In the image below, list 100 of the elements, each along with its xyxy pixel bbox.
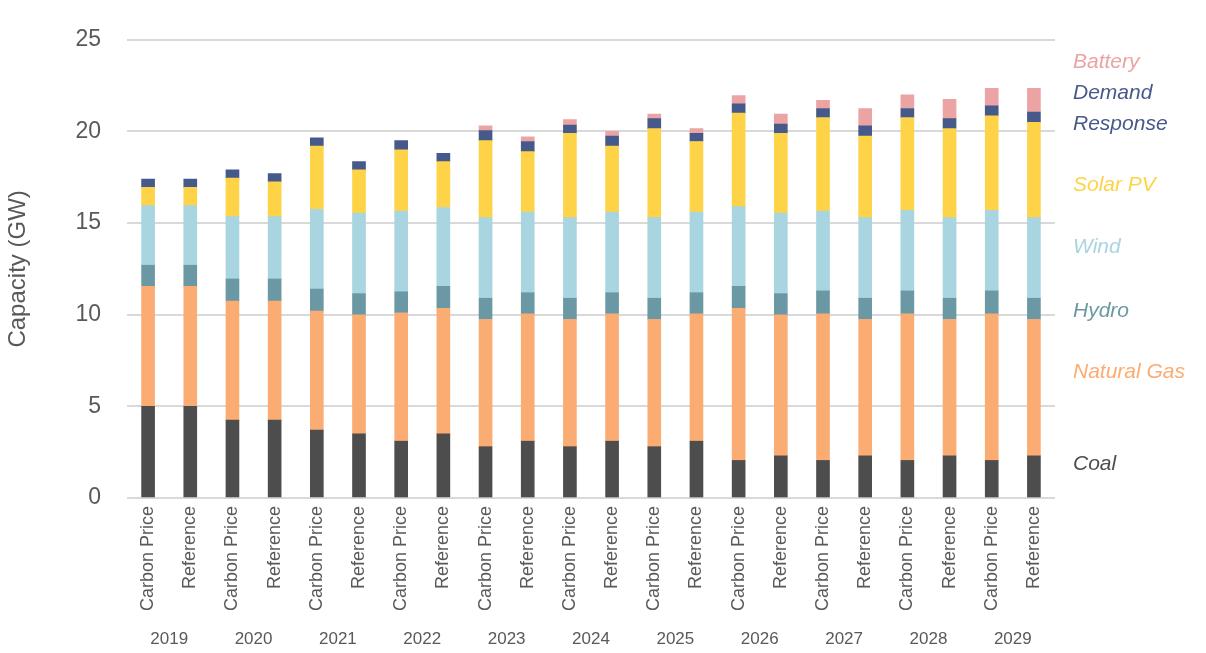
bar — [267, 419, 282, 498]
bar — [563, 124, 577, 134]
bar — [436, 207, 451, 287]
bar — [1027, 297, 1041, 320]
bar — [942, 297, 957, 320]
bar — [352, 433, 366, 498]
y-tick-label: 25 — [75, 25, 101, 52]
bar — [605, 211, 619, 294]
x-tick-label: Carbon Price — [558, 506, 579, 612]
bar — [183, 187, 198, 206]
bar — [689, 313, 704, 442]
bar — [183, 285, 198, 407]
x-tick-label: Carbon Price — [727, 506, 748, 612]
x-tick-label: Carbon Price — [643, 506, 664, 612]
x-tick-label: Reference — [432, 506, 453, 590]
bar — [267, 173, 282, 183]
text: 2019 — [150, 629, 189, 648]
bar — [1027, 88, 1041, 113]
bar — [689, 292, 704, 315]
bar — [605, 292, 619, 315]
x-tick-label: Reference — [1022, 506, 1043, 590]
bar — [731, 95, 746, 105]
bar — [731, 112, 746, 207]
bar — [394, 210, 409, 293]
bar — [352, 314, 366, 435]
bar — [858, 108, 873, 127]
x-tick-label: Reference — [263, 506, 284, 590]
bar — [605, 135, 619, 147]
x-tick-label: Reference — [854, 506, 875, 590]
text: 2026 — [740, 629, 779, 648]
bar — [478, 446, 493, 498]
bar — [141, 205, 155, 266]
bar — [520, 141, 535, 152]
text: 2029 — [993, 629, 1032, 648]
bar — [773, 113, 788, 125]
bar — [858, 455, 873, 498]
bar — [352, 293, 366, 316]
bar — [647, 128, 662, 218]
bar — [309, 137, 324, 147]
bar — [942, 217, 957, 299]
bar — [141, 406, 155, 498]
bar — [309, 288, 324, 312]
bar — [309, 310, 324, 431]
bar — [942, 128, 957, 218]
bar — [309, 145, 324, 210]
bar — [267, 278, 282, 302]
bar — [984, 313, 999, 461]
bar — [689, 211, 704, 294]
series-label: Natural Gas — [1073, 357, 1187, 384]
bar — [731, 285, 746, 309]
bar — [436, 161, 451, 208]
series-label: Demand Response — [1073, 79, 1169, 136]
bar — [520, 151, 535, 213]
bar — [900, 209, 915, 292]
bar — [352, 212, 366, 294]
bar — [984, 105, 999, 117]
bar — [563, 297, 577, 320]
series-label: Wind — [1073, 232, 1122, 259]
bar — [858, 217, 873, 299]
bar — [309, 429, 324, 498]
bar — [689, 128, 704, 134]
text: 2020 — [234, 629, 273, 648]
series-label: Hydro — [1073, 296, 1131, 323]
y-tick-label: 5 — [88, 391, 101, 418]
series-label: Coal — [1073, 449, 1118, 476]
bar — [225, 419, 240, 498]
bar — [183, 406, 198, 498]
bar — [731, 307, 746, 461]
bar — [900, 117, 915, 211]
bar — [1027, 455, 1041, 498]
bar — [1027, 121, 1041, 218]
bar — [773, 293, 788, 316]
bar — [183, 264, 198, 287]
bar — [816, 210, 830, 292]
bar — [141, 285, 155, 407]
bar — [773, 212, 788, 294]
y-tick-label: 15 — [75, 208, 101, 235]
bar — [773, 132, 788, 214]
bar — [478, 318, 493, 448]
bar — [942, 318, 957, 457]
bar — [816, 313, 830, 461]
bar — [183, 178, 198, 188]
bar — [1027, 111, 1041, 123]
bar — [225, 300, 240, 421]
bar — [520, 292, 535, 315]
bar — [605, 131, 619, 137]
bar — [352, 161, 366, 171]
bar — [563, 132, 577, 218]
bar — [267, 216, 282, 280]
bar — [858, 297, 873, 320]
bar — [436, 433, 451, 498]
bar — [731, 460, 746, 498]
x-tick-label: Reference — [347, 506, 368, 590]
bar — [478, 297, 493, 320]
bar — [141, 187, 155, 206]
bar — [225, 278, 240, 302]
text: 2025 — [656, 629, 695, 648]
bar — [647, 297, 662, 320]
bar — [858, 135, 873, 218]
bar — [563, 217, 577, 299]
